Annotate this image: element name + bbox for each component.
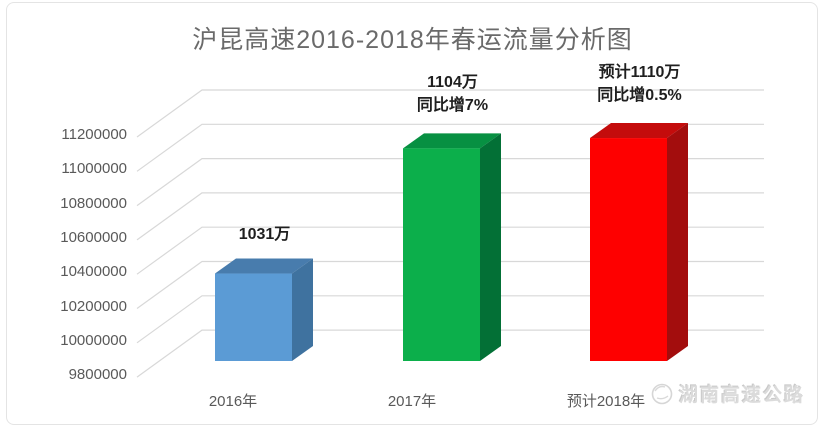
data-label-line: 预计1110万 <box>598 64 681 82</box>
bar-预计2018年 <box>590 138 667 361</box>
data-label-2018: 预计1110万 同比增0.5% <box>540 61 740 107</box>
gridline <box>136 329 764 378</box>
data-label-2017: 1104万 同比增7% <box>353 71 553 117</box>
bar-2017年 <box>403 148 480 361</box>
bar-2016年 <box>215 273 292 361</box>
y-axis-tick-label: 10600000 <box>60 228 127 246</box>
watermark-logo-icon <box>651 383 673 405</box>
gridline <box>136 295 764 344</box>
data-label-line: 同比增7% <box>416 97 489 115</box>
data-label-line: 同比增0.5% <box>597 87 682 105</box>
bar-top-预计2018年 <box>590 123 688 139</box>
y-axis-tick-label: 10800000 <box>60 194 127 212</box>
x-axis-label-2018: 预计2018年 <box>566 393 646 410</box>
chart-title: 沪昆高速2016-2018年春运流量分析图 <box>192 26 633 54</box>
watermark: 湖南高速公路 <box>649 379 805 407</box>
y-axis-tick-label: 11200000 <box>61 126 127 143</box>
y-axis-tick-label: 10000000 <box>60 331 127 349</box>
y-axis-tick-label: 10400000 <box>60 263 127 281</box>
watermark-text: 湖南高速公路 <box>678 384 805 406</box>
y-axis-tick-label: 9800000 <box>68 366 127 384</box>
data-label-line: 1104万 <box>427 74 478 92</box>
y-axis-tick-label: 10200000 <box>60 297 127 315</box>
bar-side-预计2018年 <box>667 123 688 361</box>
y-axis-tick-label: 11000000 <box>61 160 127 178</box>
bar-top-2017年 <box>403 133 501 149</box>
x-axis-label-2017: 2017年 <box>387 393 437 410</box>
gridline <box>136 89 764 138</box>
bar-top-2016年 <box>215 258 313 274</box>
bar-side-2017年 <box>480 133 501 361</box>
gridline <box>136 192 764 241</box>
gridline <box>136 226 764 275</box>
gridline <box>136 260 764 309</box>
gridline <box>136 158 764 207</box>
gridline <box>136 123 764 172</box>
x-axis-label-2016: 2016年 <box>208 393 258 410</box>
data-label-line: 1031万 <box>238 225 291 243</box>
bar-side-2016年 <box>292 258 313 361</box>
data-label-2016: 1031万 <box>165 223 365 246</box>
